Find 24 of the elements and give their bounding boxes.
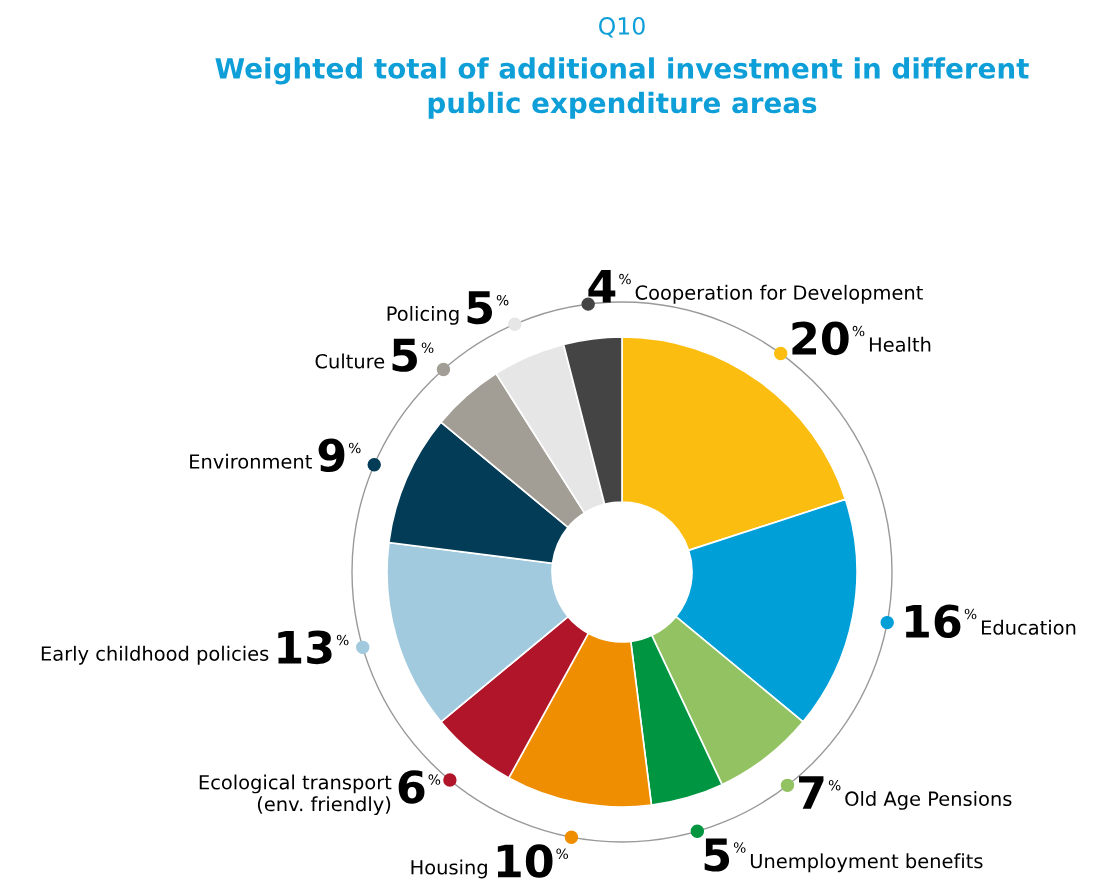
data-label: 16% — [905, 604, 977, 639]
slice-label: Health — [869, 336, 931, 352]
legend-label: Cooperation for Development — [635, 284, 923, 304]
data-label: 5% — [467, 291, 509, 325]
slice-label: Housing — [411, 859, 487, 879]
slice-label: Education — [982, 619, 1076, 635]
data-label: 7% — [799, 776, 841, 809]
slice-label: Old Age Pensions — [845, 790, 1012, 810]
data-label: 13% — [278, 630, 349, 665]
data-label: 4% — [588, 270, 631, 303]
slice-label: Unemployment benefits — [750, 853, 983, 873]
data-label: 5% — [392, 338, 434, 372]
chart-title: Weighted total of additional investment in different public expenditure areas — [215, 57, 1029, 119]
data-label: 20% — [792, 321, 865, 356]
slice-label: Early childhood policies — [41, 645, 269, 665]
data-label: 6% — [398, 770, 441, 804]
slice-label: Culture — [315, 353, 385, 369]
data-label: 9% — [318, 438, 361, 473]
slice-label: Policing — [387, 305, 459, 325]
data-label: 10% — [497, 844, 569, 878]
slice-label: Ecological transport (env. friendly) — [199, 774, 392, 816]
data-label: 5% — [704, 838, 746, 872]
chart-subtitle: Q10 — [599, 16, 645, 38]
slice-label: Environment — [190, 453, 312, 469]
